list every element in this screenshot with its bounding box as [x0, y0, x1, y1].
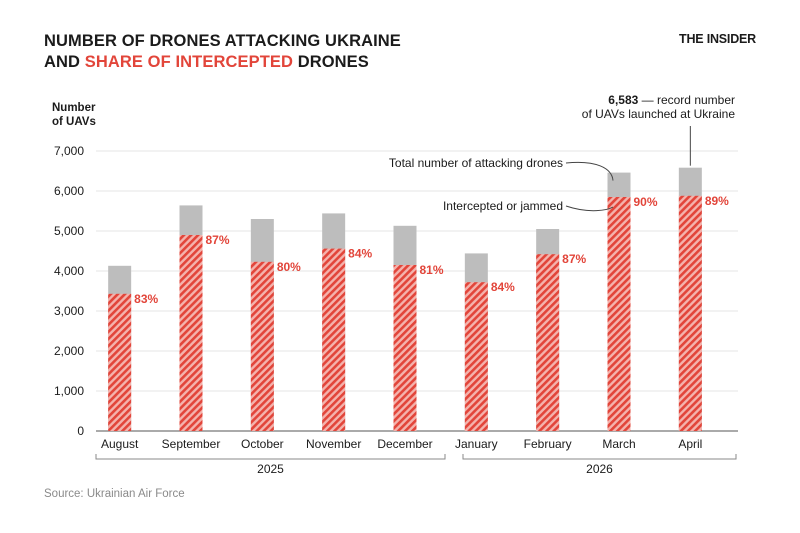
bar-intercepted: [536, 254, 560, 431]
y-tick-label: 2,000: [54, 344, 84, 358]
share-label: 87%: [562, 252, 586, 266]
x-tick-label: January: [455, 437, 498, 451]
source-note: Source: Ukrainian Air Force: [44, 488, 185, 500]
y-tick-label: 5,000: [54, 224, 84, 238]
record-annotation-line-2: of UAVs launched at Ukraine: [582, 107, 736, 121]
bar-intercepted: [393, 265, 417, 431]
legend-intercepted-label: Intercepted or jammed: [443, 199, 563, 213]
bar-intercepted: [678, 195, 702, 431]
record-annotation-line-1: 6,583 — record number: [608, 93, 735, 107]
bar-intercepted: [108, 293, 132, 431]
bar-intercepted: [607, 197, 631, 431]
y-tick-label: 6,000: [54, 184, 84, 198]
title-line-2: AND SHARE OF INTERCEPTED DRONES: [44, 53, 369, 71]
bar-intercepted: [322, 248, 346, 431]
x-tick-label: February: [524, 437, 572, 451]
year-bracket: [462, 454, 737, 460]
y-tick-label: 3,000: [54, 304, 84, 318]
x-tick-label: September: [162, 437, 221, 451]
y-tick-label: 7,000: [54, 144, 84, 158]
share-label: 83%: [134, 292, 158, 306]
share-label: 80%: [277, 260, 301, 274]
share-label: 84%: [348, 247, 372, 261]
year-label: 2025: [257, 462, 284, 476]
legend-total-label: Total number of attacking drones: [389, 156, 563, 170]
title-accent: SHARE OF INTERCEPTED: [84, 53, 294, 71]
y-axis-label-line-1: Number: [52, 102, 96, 114]
legend-total-leader: [565, 161, 614, 181]
year-label: 2026: [586, 462, 613, 476]
chart-title: NUMBER OF DRONES ATTACKING UKRAINE AND S…: [44, 31, 401, 73]
x-tick-label: November: [306, 437, 361, 451]
brand-logo: THE INSIDER: [679, 32, 756, 46]
bar-intercepted: [250, 261, 274, 431]
y-axis-label-line-2: of UAVs: [52, 116, 96, 128]
x-tick-label: December: [377, 437, 432, 451]
share-label: 89%: [705, 194, 729, 208]
x-tick-label: October: [241, 437, 284, 451]
share-label: 90%: [634, 195, 658, 209]
x-tick-label: March: [602, 437, 635, 451]
y-tick-label: 4,000: [54, 264, 84, 278]
record-value: 6,583: [608, 93, 638, 107]
legend-intercepted-leader: [565, 205, 614, 212]
share-label: 87%: [206, 233, 230, 247]
record-text: — record number: [638, 93, 735, 107]
x-tick-label: August: [101, 437, 139, 451]
x-tick-label: April: [678, 437, 702, 451]
title-line-1: NUMBER OF DRONES ATTACKING UKRAINE: [44, 32, 401, 50]
y-tick-label: 1,000: [54, 384, 84, 398]
year-bracket: [95, 454, 446, 460]
share-label: 84%: [491, 280, 515, 294]
bar-intercepted: [179, 235, 203, 431]
bar-intercepted: [464, 282, 488, 431]
share-label: 81%: [420, 263, 444, 277]
y-tick-label: 0: [77, 424, 84, 438]
